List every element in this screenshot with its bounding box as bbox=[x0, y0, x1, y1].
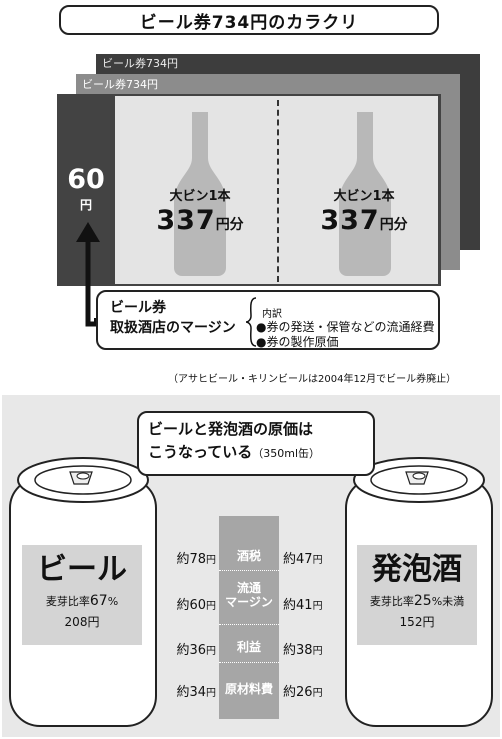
beer-cost-materials: 約34円 bbox=[164, 681, 216, 700]
cost-value: 34 bbox=[189, 685, 206, 700]
cost-prefix: 約 bbox=[283, 598, 297, 613]
category-separator bbox=[219, 662, 279, 663]
happoshu-ratio-suffix: %未満 bbox=[431, 595, 465, 608]
margin-value: 60 bbox=[67, 164, 105, 195]
cost-value: 60 bbox=[189, 598, 206, 613]
happoshu-panel: 発泡酒 麦芽比率25%未満 152円 bbox=[357, 545, 477, 645]
bottle-label-right: 大ビン1本 bbox=[333, 189, 395, 204]
cost-prefix: 約 bbox=[283, 552, 297, 567]
ticket-divider bbox=[277, 100, 279, 282]
category-separator bbox=[219, 624, 279, 625]
cost-prefix: 約 bbox=[176, 685, 190, 700]
category-label-profit: 利益 bbox=[236, 640, 261, 654]
cost-value: 47 bbox=[296, 552, 313, 567]
happoshu-ratio-prefix: 麦芽比率 bbox=[369, 595, 414, 608]
cost-unit: 円 bbox=[206, 555, 216, 566]
cost-unit: 円 bbox=[312, 555, 323, 566]
happoshu-cost-tax: 約47円 bbox=[283, 548, 343, 567]
bottle-price-number: 337 bbox=[156, 205, 216, 236]
comparison-title: ビールと発泡酒の原価は こうなっている（350ml缶） bbox=[148, 418, 320, 465]
comparison-title-note: （350ml缶） bbox=[252, 447, 321, 460]
bottle-price-unit: 円分 bbox=[215, 217, 244, 233]
category-label-materials: 原材料費 bbox=[224, 682, 273, 696]
bottle-price-unit: 円分 bbox=[379, 217, 408, 233]
comparison-title-line2: こうなっている bbox=[148, 443, 253, 461]
cost-prefix: 約 bbox=[283, 643, 297, 658]
comparison-title-line1: ビールと発泡酒の原価は bbox=[148, 420, 314, 438]
beer-price: 208円 bbox=[64, 615, 100, 629]
footnote: （アサヒビール・キリンビールは2004年12月でビール券廃止） bbox=[168, 374, 457, 385]
category-separator bbox=[219, 570, 279, 571]
happoshu-malt-ratio: 麦芽比率25%未満 bbox=[357, 593, 477, 609]
main-title: ビール券734円のカラクリ bbox=[59, 5, 439, 35]
beer-cost-distribution: 約60円 bbox=[164, 594, 216, 613]
breakdown-item-1: ●券の発送・保管などの流通経費 bbox=[256, 320, 435, 334]
brace-icon bbox=[245, 297, 257, 347]
cost-unit: 円 bbox=[206, 646, 216, 657]
cost-value: 78 bbox=[189, 552, 206, 567]
cost-unit: 円 bbox=[312, 646, 323, 657]
margin-title-line2: 取扱酒店のマージン bbox=[110, 320, 236, 336]
cost-value: 36 bbox=[189, 643, 206, 658]
beer-panel: ビール 麦芽比率67% 208円 bbox=[22, 545, 142, 645]
beer-cost-profit: 約36円 bbox=[164, 639, 216, 658]
bottle-price-number: 337 bbox=[320, 205, 380, 236]
happoshu-name: 発泡酒 bbox=[372, 552, 462, 587]
bottle-icon-left bbox=[174, 112, 226, 276]
bottle-icon-right bbox=[339, 112, 391, 276]
breakdown-item-2: ●券の製作原価 bbox=[256, 335, 339, 349]
cost-unit: 円 bbox=[206, 601, 216, 612]
category-label-distribution: 流通 マージン bbox=[225, 581, 273, 609]
ticket-label-back: ビール券734円 bbox=[102, 57, 178, 70]
comparison-title-box bbox=[137, 411, 375, 476]
ticket-label-middle: ビール券734円 bbox=[82, 78, 158, 91]
cost-prefix: 約 bbox=[176, 598, 190, 613]
bottle-price-right: 337円分 bbox=[289, 205, 439, 236]
happoshu-price: 152円 bbox=[399, 615, 435, 629]
happoshu-cost-materials: 約26円 bbox=[283, 681, 343, 700]
margin-callout bbox=[96, 290, 440, 350]
margin-unit: 円 bbox=[79, 198, 92, 212]
category-label-tax: 酒税 bbox=[236, 549, 261, 563]
cost-value: 41 bbox=[296, 598, 313, 613]
cost-prefix: 約 bbox=[283, 685, 297, 700]
cost-category-column bbox=[219, 516, 279, 719]
cost-value: 38 bbox=[296, 643, 313, 658]
comparison-title-line2-wrap: こうなっている（350ml缶） bbox=[148, 441, 320, 465]
beer-ratio-prefix: 麦芽比率 bbox=[45, 595, 90, 608]
happoshu-cost-profit: 約38円 bbox=[283, 639, 343, 658]
main-title-text: ビール券734円のカラクリ bbox=[139, 12, 359, 33]
margin-title-line1: ビール券 bbox=[110, 300, 166, 316]
margin-callout-title: ビール券 取扱酒店のマージン bbox=[110, 298, 236, 338]
happoshu-cost-distribution: 約41円 bbox=[283, 594, 343, 613]
beer-malt-ratio: 麦芽比率67% bbox=[22, 593, 142, 609]
cost-unit: 円 bbox=[312, 601, 323, 612]
beer-cost-tax: 約78円 bbox=[164, 548, 216, 567]
bottle-label-left: 大ビン1本 bbox=[169, 189, 231, 204]
cost-prefix: 約 bbox=[176, 643, 190, 658]
beer-ratio-value: 67 bbox=[89, 593, 108, 609]
cost-prefix: 約 bbox=[176, 552, 190, 567]
beer-ratio-suffix: % bbox=[107, 595, 119, 608]
cost-value: 26 bbox=[296, 685, 313, 700]
happoshu-ratio-value: 25 bbox=[413, 593, 432, 609]
breakdown-heading: 内訳 bbox=[262, 309, 282, 320]
cost-unit: 円 bbox=[312, 688, 323, 699]
bottle-price-left: 337円分 bbox=[125, 205, 275, 236]
beer-name: ビール bbox=[37, 552, 127, 587]
cost-unit: 円 bbox=[206, 688, 216, 699]
